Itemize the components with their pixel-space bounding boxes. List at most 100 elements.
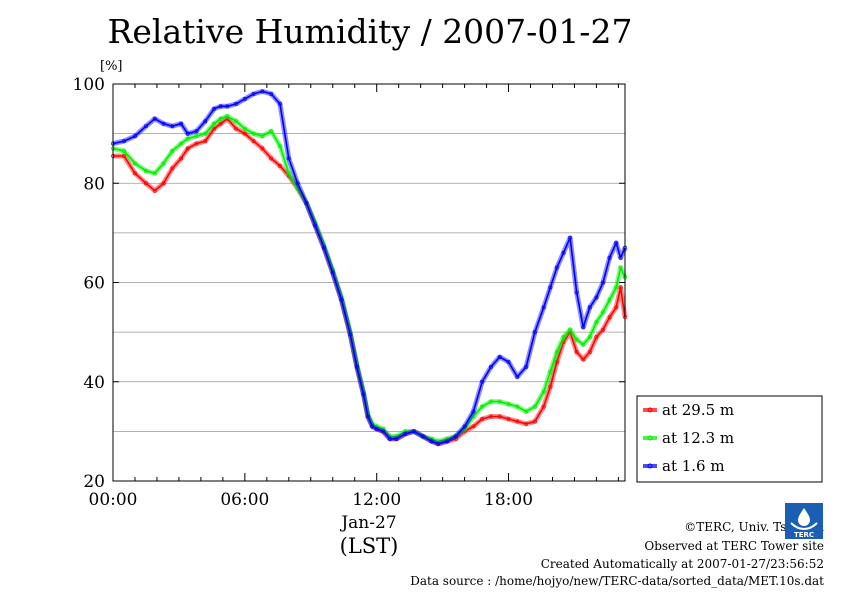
data-point <box>122 149 126 153</box>
data-point <box>601 280 605 285</box>
y-tick-label: 80 <box>83 174 105 194</box>
data-point <box>170 166 175 171</box>
data-point <box>179 141 184 146</box>
data-point <box>532 404 537 409</box>
data-point <box>225 114 230 119</box>
data-point <box>179 156 184 161</box>
data-point <box>497 399 502 404</box>
data-point <box>532 419 537 424</box>
data-point <box>497 354 502 359</box>
data-point <box>133 161 137 166</box>
data-point <box>403 429 408 434</box>
data-point <box>480 404 485 409</box>
data-point <box>251 139 256 144</box>
data-point <box>403 431 408 436</box>
credit-observed: Observed at TERC Tower site <box>644 539 824 553</box>
y-tick-label: 100 <box>73 75 105 95</box>
data-point <box>212 121 217 126</box>
data-point <box>234 101 239 106</box>
data-point <box>242 96 247 101</box>
data-point <box>133 171 137 176</box>
data-point <box>497 414 502 419</box>
data-point <box>278 101 282 106</box>
data-point <box>269 156 274 161</box>
y-tick-label: 20 <box>83 472 105 492</box>
x-axis-title: (LST) <box>340 534 399 558</box>
legend-label: at 1.6 m <box>662 457 725 475</box>
data-point <box>260 134 265 139</box>
chart-title: Relative Humidity / 2007-01-27 <box>107 12 633 51</box>
data-point <box>339 297 344 302</box>
data-point <box>594 320 599 325</box>
data-point <box>614 305 619 310</box>
data-point <box>122 154 126 158</box>
data-point <box>381 429 386 434</box>
data-point <box>251 131 256 136</box>
legend-marker <box>647 435 653 441</box>
data-point <box>381 426 386 431</box>
data-point <box>489 414 493 419</box>
data-point <box>548 369 553 374</box>
data-point <box>161 181 166 186</box>
data-point <box>144 168 148 173</box>
data-point <box>515 404 520 409</box>
legend-label: at 29.5 m <box>662 401 734 419</box>
data-point <box>269 129 274 134</box>
data-point <box>412 429 416 434</box>
data-point <box>152 171 157 176</box>
data-point <box>203 139 208 144</box>
x-tick-label: 06:00 <box>220 490 269 510</box>
data-point <box>581 357 586 362</box>
data-point <box>133 134 137 139</box>
legend-marker <box>647 407 653 413</box>
data-point <box>614 285 619 290</box>
series-line <box>112 90 626 445</box>
legend-label: at 12.3 m <box>662 429 734 447</box>
data-point <box>185 131 190 136</box>
data-point <box>361 392 366 397</box>
data-point <box>554 265 559 270</box>
x-tick-label: 12:00 <box>352 490 401 510</box>
data-point <box>618 285 623 290</box>
data-point <box>594 295 599 300</box>
data-point <box>601 310 605 315</box>
data-point <box>489 364 493 369</box>
data-point <box>234 126 239 131</box>
data-point <box>161 121 166 126</box>
data-point <box>295 181 300 186</box>
data-point <box>506 402 511 407</box>
data-point <box>144 181 148 186</box>
svg-text:TERC: TERC <box>794 531 814 539</box>
data-point <box>554 359 559 364</box>
data-point <box>506 359 511 364</box>
data-point <box>313 223 318 228</box>
data-point <box>601 327 605 332</box>
y-tick-label: 40 <box>83 373 105 393</box>
data-point <box>394 436 399 441</box>
data-point <box>541 404 546 409</box>
data-point <box>260 89 265 94</box>
data-point <box>453 434 458 439</box>
data-point <box>561 335 566 340</box>
data-point <box>420 434 425 439</box>
data-point <box>524 409 529 414</box>
data-point <box>365 414 370 419</box>
data-point <box>286 156 291 161</box>
data-point <box>471 409 476 414</box>
x-tick-label: 00:00 <box>89 490 138 510</box>
x-axis-date-label: Jan-27 <box>339 513 396 533</box>
data-point <box>480 417 485 421</box>
x-tick-label: 18:00 <box>484 490 533 510</box>
data-point <box>218 116 223 121</box>
data-point <box>471 424 476 429</box>
data-point <box>574 290 579 295</box>
data-point <box>370 424 375 429</box>
data-point <box>436 439 441 444</box>
data-point <box>203 119 208 124</box>
data-point <box>574 337 579 342</box>
credit-created: Created Automatically at 2007-01-27/23:5… <box>540 557 824 571</box>
data-point <box>161 161 166 166</box>
data-point <box>489 399 493 404</box>
data-point <box>480 379 485 384</box>
data-point <box>185 146 190 151</box>
